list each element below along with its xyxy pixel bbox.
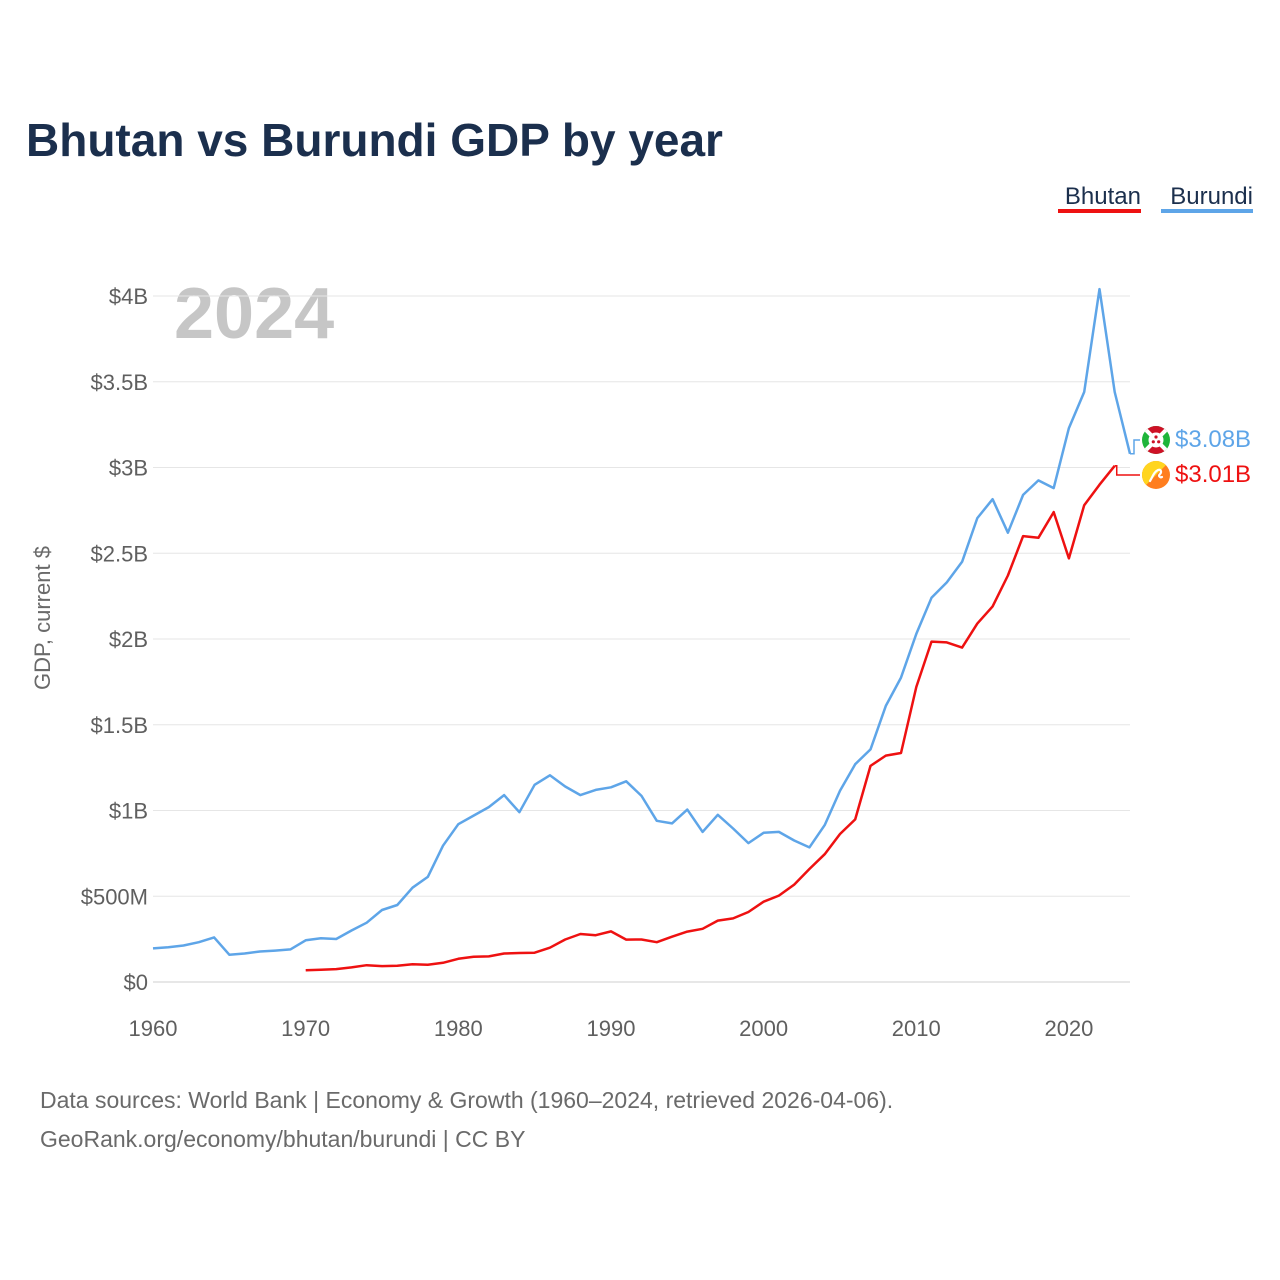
x-tick-label: 1970: [281, 1016, 330, 1041]
y-tick-label: $500M: [81, 884, 148, 909]
end-labels: $3.08B $3.01B: [1114, 426, 1251, 489]
gridlines: [153, 295, 1130, 983]
y-tick-label: $2B: [109, 627, 148, 652]
x-tick-label: 2000: [739, 1016, 788, 1041]
bhutan-end-value: $3.01B: [1175, 461, 1251, 488]
y-tick-label: $1B: [109, 799, 148, 824]
series-line-bhutan[interactable]: [305, 465, 1116, 972]
x-tick-label: 1960: [129, 1016, 178, 1041]
y-tick-label: $2.5B: [91, 541, 149, 566]
y-tick-label: $4B: [109, 284, 148, 309]
legend-entry-burundi[interactable]: Burundi: [1170, 183, 1253, 210]
y-axis-ticks: $0 $500M $1B $1.5B $2B $2.5B $3B $3.5B $4B: [81, 284, 148, 995]
x-axis-ticks: 1960 1970 1980 1990 2000 2010 2020: [129, 1016, 1094, 1041]
year-watermark: 2024: [174, 274, 334, 354]
chart-title: Bhutan vs Burundi GDP by year: [26, 114, 723, 166]
series-lines: [152, 287, 1132, 972]
burundi-end-connector: [1130, 439, 1140, 455]
series-line-burundi[interactable]: [152, 287, 1132, 956]
legend: Bhutan Burundi: [1058, 183, 1253, 213]
bhutan-flag-icon: [1142, 461, 1170, 489]
y-tick-label: $0: [124, 970, 148, 995]
source-line-2[interactable]: GeoRank.org/economy/bhutan/burundi | CC …: [40, 1126, 525, 1152]
y-axis-label: GDP, current $: [30, 546, 55, 690]
x-tick-label: 2010: [892, 1016, 941, 1041]
x-tick-label: 1980: [434, 1016, 483, 1041]
x-tick-label: 1990: [586, 1016, 635, 1041]
legend-entry-bhutan[interactable]: Bhutan: [1065, 183, 1141, 210]
burundi-flag-icon: [1142, 426, 1170, 454]
y-tick-label: $3.5B: [91, 370, 149, 395]
y-tick-label: $3B: [109, 456, 148, 481]
source-line-1: Data sources: World Bank | Economy & Gro…: [40, 1087, 893, 1113]
y-tick-label: $1.5B: [91, 713, 149, 738]
x-tick-label: 2020: [1044, 1016, 1093, 1041]
bhutan-end-connector: [1114, 465, 1140, 476]
burundi-end-value: $3.08B: [1175, 426, 1251, 453]
